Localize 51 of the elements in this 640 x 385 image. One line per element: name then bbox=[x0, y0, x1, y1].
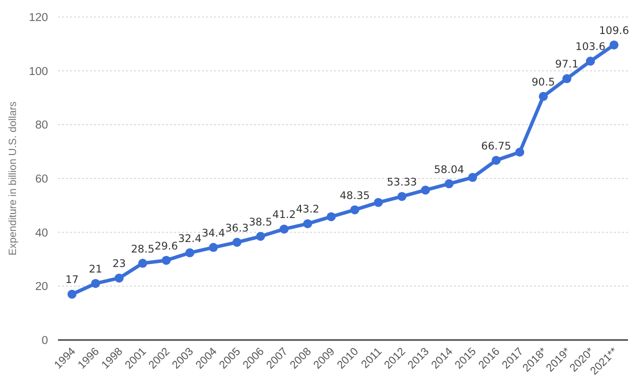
point bbox=[397, 192, 406, 201]
point bbox=[586, 56, 595, 66]
point bbox=[185, 248, 194, 258]
y-tick-label: 80 bbox=[35, 120, 48, 132]
point bbox=[326, 212, 336, 222]
point bbox=[162, 256, 171, 265]
point bbox=[515, 148, 524, 157]
point bbox=[374, 198, 383, 207]
data-label: 36.3 bbox=[225, 222, 249, 234]
data-label: 17 bbox=[65, 274, 79, 286]
data-label: 97.1 bbox=[555, 58, 579, 71]
y-tick-label: 20 bbox=[35, 281, 48, 294]
data-label: 48.35 bbox=[340, 190, 370, 202]
data-label: 29.6 bbox=[154, 240, 178, 252]
data-label: 103.6 bbox=[575, 41, 606, 54]
point bbox=[468, 172, 478, 182]
point bbox=[538, 92, 548, 101]
data-label: 90.5 bbox=[532, 76, 555, 88]
data-label: 28.5 bbox=[131, 243, 154, 256]
data-label: 23 bbox=[112, 258, 126, 270]
y-tick-label: 0 bbox=[42, 335, 48, 348]
data-label: 41.2 bbox=[272, 209, 296, 222]
data-label: 34.4 bbox=[202, 227, 226, 240]
point bbox=[350, 205, 360, 214]
point bbox=[256, 232, 266, 241]
y-tick-label: 100 bbox=[28, 66, 48, 78]
y-axis-title: Expenditure in billion U.S. dollars bbox=[7, 101, 19, 256]
point bbox=[114, 274, 124, 283]
point bbox=[610, 40, 618, 50]
point bbox=[91, 278, 100, 288]
data-label: 66.75 bbox=[481, 140, 512, 152]
data-label: 109.6 bbox=[598, 24, 630, 37]
data-label: 32.4 bbox=[178, 232, 202, 245]
y-tick-label: 60 bbox=[35, 174, 48, 186]
data-label: 21 bbox=[88, 263, 102, 276]
point bbox=[562, 74, 572, 84]
point bbox=[492, 156, 501, 165]
point bbox=[232, 238, 242, 247]
point bbox=[444, 179, 454, 188]
point bbox=[138, 258, 148, 268]
data-label: 38.5 bbox=[248, 216, 272, 228]
y-tick-label: 120 bbox=[28, 12, 48, 24]
point bbox=[303, 219, 312, 228]
point bbox=[420, 186, 430, 195]
y-tick-label: 40 bbox=[35, 227, 48, 240]
data-label: 43.2 bbox=[296, 204, 320, 216]
data-label: 53.33 bbox=[386, 176, 417, 188]
point bbox=[280, 224, 289, 234]
data-label: 58.04 bbox=[434, 164, 464, 176]
point bbox=[68, 290, 76, 299]
point bbox=[208, 242, 218, 252]
